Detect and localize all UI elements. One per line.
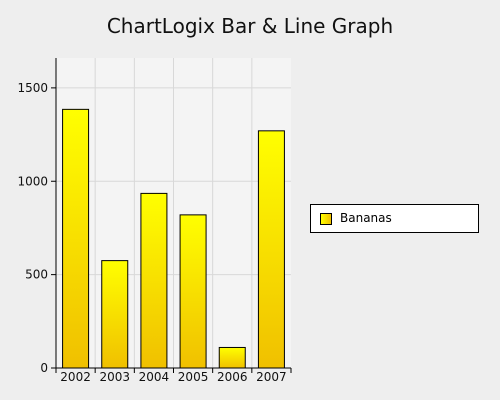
x-tick-label: 2005 <box>178 370 209 384</box>
legend-label-bananas: Bananas <box>340 211 392 225</box>
y-tick-label: 0 <box>40 361 48 375</box>
y-tick-label: 500 <box>25 268 48 282</box>
chart-title: ChartLogix Bar & Line Graph <box>106 14 394 38</box>
x-tick-label: 2003 <box>99 370 130 384</box>
x-tick-label: 2004 <box>139 370 170 384</box>
x-tick-label: 2006 <box>217 370 248 384</box>
legend-swatch-bananas <box>320 213 332 225</box>
bar-2006 <box>218 346 246 369</box>
y-tick-label: 1000 <box>17 174 48 188</box>
bar-2007 <box>257 130 285 369</box>
x-tick-label: 2007 <box>256 370 287 384</box>
bar-2002 <box>62 108 90 369</box>
legend: Bananas <box>310 204 479 233</box>
x-tick-label: 2002 <box>60 370 91 384</box>
bar-2003 <box>101 260 129 369</box>
bar-2004 <box>140 192 168 369</box>
bar-2005 <box>179 214 207 369</box>
y-tick-label: 1500 <box>17 81 48 95</box>
